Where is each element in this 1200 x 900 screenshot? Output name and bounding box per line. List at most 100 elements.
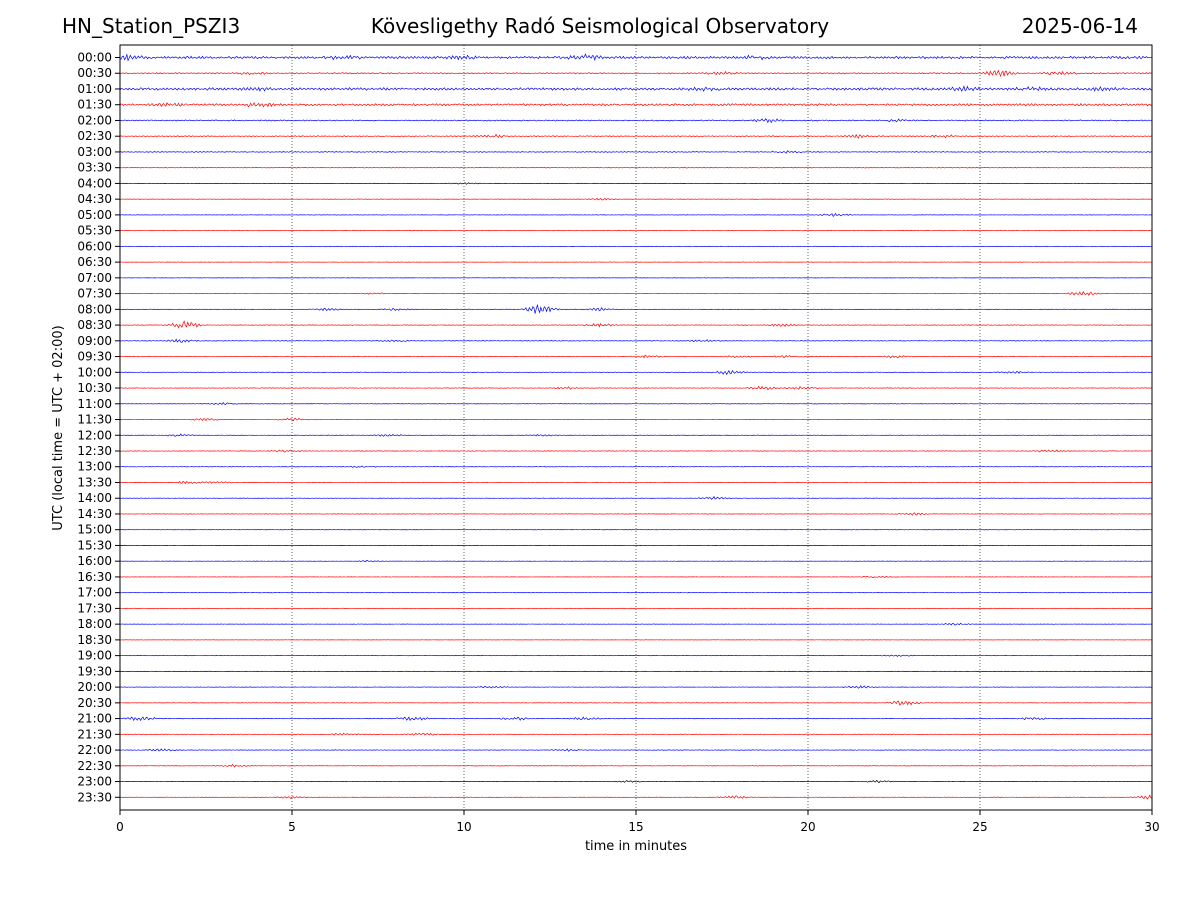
y-tick-label: 11:00 bbox=[77, 397, 112, 411]
y-tick-label: 01:00 bbox=[77, 82, 112, 96]
y-tick-label: 16:30 bbox=[77, 570, 112, 584]
y-tick-label: 05:00 bbox=[77, 208, 112, 222]
y-tick-label: 10:00 bbox=[77, 365, 112, 379]
seismic-traces bbox=[119, 53, 1153, 800]
y-tick-label: 07:00 bbox=[77, 271, 112, 285]
trace-2330 bbox=[119, 794, 1153, 800]
x-tick-label-0: 0 bbox=[116, 820, 124, 834]
y-tick-label: 15:00 bbox=[77, 523, 112, 537]
trace-1030 bbox=[119, 385, 1153, 391]
y-tick-label: 00:30 bbox=[77, 66, 112, 80]
y-axis-label: UTC (local time = UTC + 02:00) bbox=[51, 325, 66, 530]
y-tick-label: 13:00 bbox=[77, 460, 112, 474]
y-tick-label: 14:00 bbox=[77, 491, 112, 505]
y-tick-label: 02:30 bbox=[77, 129, 112, 143]
y-tick-label: 11:30 bbox=[77, 413, 112, 427]
y-tick-label: 14:30 bbox=[77, 507, 112, 521]
y-tick-label: 20:30 bbox=[77, 696, 112, 710]
y-tick-label: 20:00 bbox=[77, 680, 112, 694]
y-tick-label: 04:00 bbox=[77, 176, 112, 190]
y-tick-label: 05:30 bbox=[77, 224, 112, 238]
x-axis-ticks: 0 5 10 15 20 25 30 bbox=[116, 810, 1160, 834]
y-tick-label: 13:30 bbox=[77, 475, 112, 489]
trace-0730 bbox=[119, 290, 1153, 296]
y-tick-label: 02:00 bbox=[77, 113, 112, 127]
trace-2230 bbox=[119, 764, 1153, 768]
y-tick-label: 03:00 bbox=[77, 145, 112, 159]
y-tick-label: 18:30 bbox=[77, 633, 112, 647]
x-tick-label-20: 20 bbox=[800, 820, 815, 834]
y-tick-label: 22:00 bbox=[77, 743, 112, 757]
observatory-title: Kövesligethy Radó Seismological Observat… bbox=[370, 14, 830, 38]
y-tick-label: 12:30 bbox=[77, 444, 112, 458]
y-tick-label: 17:00 bbox=[77, 586, 112, 600]
y-tick-label: 23:00 bbox=[77, 775, 112, 789]
y-tick-label: 17:30 bbox=[77, 601, 112, 615]
y-tick-label: 19:30 bbox=[77, 664, 112, 678]
trace-2300 bbox=[119, 779, 1153, 784]
trace-1430 bbox=[119, 512, 1153, 516]
y-tick-label: 22:30 bbox=[77, 759, 112, 773]
trace-1200 bbox=[119, 433, 1153, 437]
y-tick-label: 04:30 bbox=[77, 192, 112, 206]
y-tick-label: 06:00 bbox=[77, 239, 112, 253]
trace-0100 bbox=[119, 85, 1153, 92]
trace-1230 bbox=[119, 449, 1153, 453]
trace-0330 bbox=[119, 166, 1153, 169]
y-tick-label: 06:30 bbox=[77, 255, 112, 269]
trace-0400 bbox=[119, 182, 1153, 185]
trace-0900 bbox=[119, 338, 1153, 343]
x-tick-label-30: 30 bbox=[1144, 820, 1159, 834]
trace-1130 bbox=[119, 417, 1153, 422]
y-tick-label: 21:30 bbox=[77, 727, 112, 741]
trace-1300 bbox=[119, 465, 1153, 468]
trace-1400 bbox=[119, 495, 1153, 500]
trace-2200 bbox=[119, 748, 1153, 752]
trace-1630 bbox=[119, 575, 1153, 579]
x-tick-label-25: 25 bbox=[972, 820, 987, 834]
trace-0430 bbox=[119, 197, 1153, 201]
trace-0030 bbox=[119, 69, 1153, 78]
trace-1000 bbox=[119, 369, 1153, 376]
y-tick-label: 15:30 bbox=[77, 538, 112, 552]
x-tick-label-10: 10 bbox=[456, 820, 471, 834]
trace-2000 bbox=[119, 685, 1153, 689]
y-tick-label: 09:30 bbox=[77, 350, 112, 364]
trace-0500 bbox=[119, 212, 1153, 218]
trace-1330 bbox=[119, 480, 1153, 485]
y-tick-label: 23:30 bbox=[77, 790, 112, 804]
trace-1800 bbox=[119, 622, 1153, 626]
trace-0230 bbox=[119, 133, 1153, 139]
trace-0200 bbox=[119, 118, 1153, 124]
trace-0930 bbox=[119, 354, 1153, 359]
y-tick-label: 08:00 bbox=[77, 302, 112, 316]
station-name: HN_Station_PSZI3 bbox=[62, 14, 241, 38]
x-tick-label-15: 15 bbox=[628, 820, 643, 834]
trace-1600 bbox=[119, 560, 1153, 563]
trace-1900 bbox=[119, 654, 1153, 658]
y-tick-label: 12:00 bbox=[77, 428, 112, 442]
y-tick-label: 03:30 bbox=[77, 161, 112, 175]
x-axis-label: time in minutes bbox=[585, 839, 687, 854]
y-tick-label: 10:30 bbox=[77, 381, 112, 395]
trace-2100 bbox=[119, 716, 1153, 722]
trace-0130 bbox=[119, 101, 1153, 108]
record-date: 2025-06-14 bbox=[1021, 14, 1138, 38]
plot-frame bbox=[119, 44, 1153, 811]
y-tick-label: 09:00 bbox=[77, 334, 112, 348]
y-tick-label: 18:00 bbox=[77, 617, 112, 631]
trace-0000 bbox=[119, 53, 1153, 62]
y-tick-label: 08:30 bbox=[77, 318, 112, 332]
trace-0830 bbox=[119, 320, 1153, 329]
grid-lines bbox=[291, 45, 981, 810]
y-tick-label: 16:00 bbox=[77, 554, 112, 568]
x-tick-label-5: 5 bbox=[288, 820, 296, 834]
y-tick-label: 00:00 bbox=[77, 51, 112, 65]
trace-0800 bbox=[119, 303, 1153, 314]
y-tick-label: 19:00 bbox=[77, 649, 112, 663]
trace-2130 bbox=[119, 732, 1153, 736]
trace-1100 bbox=[119, 402, 1153, 406]
y-tick-label: 01:30 bbox=[77, 98, 112, 112]
